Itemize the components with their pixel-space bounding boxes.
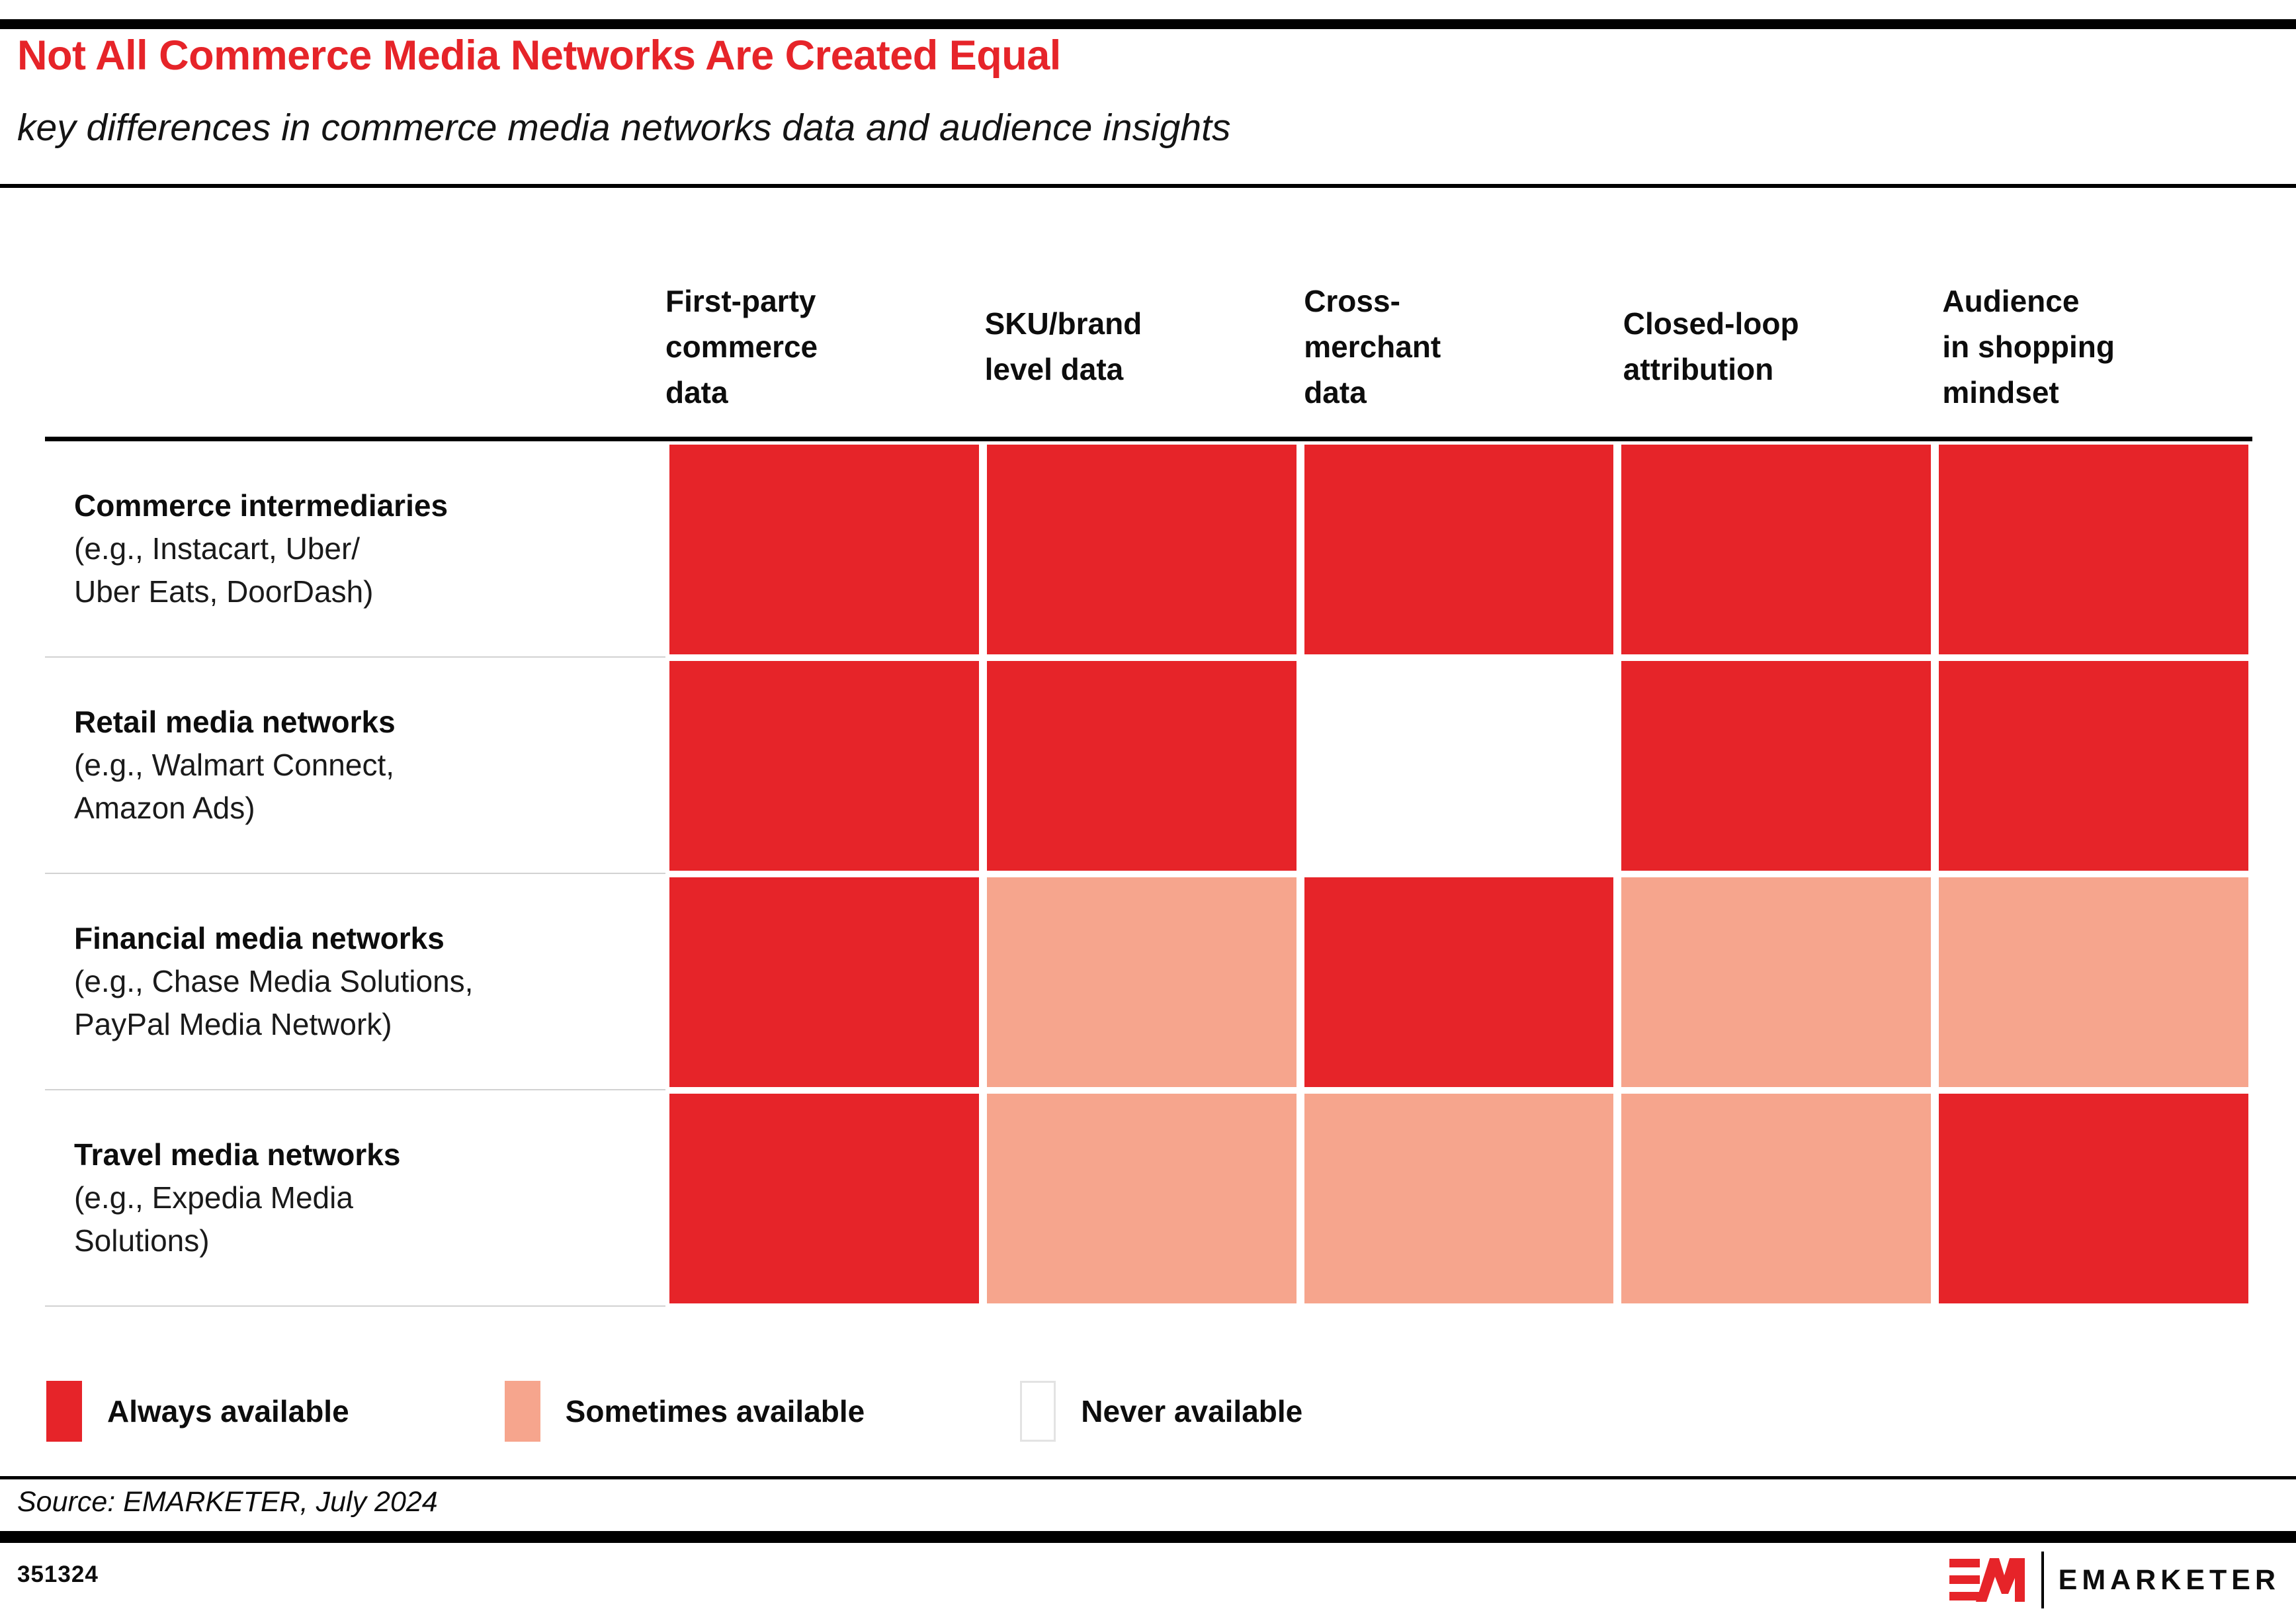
row-examples: (e.g., Chase Media Solutions, PayPal Med…	[74, 963, 474, 1042]
row-examples: (e.g., Instacart, Uber/ Uber Eats, DoorD…	[74, 531, 374, 609]
top-rule	[0, 19, 2296, 29]
row-label: Commerce intermediaries (e.g., Instacart,…	[45, 441, 665, 658]
column-header-3: Cross- merchant data	[1304, 283, 1441, 410]
legend-item-never: Never available	[1020, 1381, 1302, 1442]
availability-swatch-sometimes	[1304, 1094, 1614, 1303]
availability-swatch-always	[986, 661, 1297, 871]
availability-cell-r3-c5	[1935, 874, 2252, 1090]
availability-swatch-always	[1939, 445, 2248, 654]
emarketer-mark-icon	[1949, 1558, 2025, 1602]
availability-swatch-always	[1304, 445, 1614, 654]
column-header-4: Closed-loop attribution	[1623, 306, 1799, 386]
availability-swatch-always	[1939, 1094, 2248, 1303]
availability-cell-r4-c5	[1935, 1090, 2252, 1307]
availability-swatch-always	[1621, 445, 1932, 654]
availability-swatch-always	[1304, 877, 1614, 1087]
header-divider	[0, 184, 2296, 188]
row-name: Financial media networks	[74, 920, 445, 955]
availability-cell-r1-c5	[1935, 441, 2252, 658]
availability-cell-r1-c4	[1617, 441, 1935, 658]
availability-swatch-always	[986, 445, 1297, 654]
row-examples: (e.g., Walmart Connect, Amazon Ads)	[74, 747, 395, 826]
availability-table: Commerce intermediaries (e.g., Instacart,…	[45, 437, 2252, 1307]
column-header-2: SKU/brand level data	[984, 306, 1142, 386]
legend-item-sometimes: Sometimes available	[504, 1381, 865, 1442]
table-row-1: Commerce intermediaries (e.g., Instacart,…	[45, 441, 2252, 658]
source-divider	[0, 1476, 2296, 1479]
table-row-3: Financial media networks (e.g., Chase Med…	[45, 874, 2252, 1090]
availability-cell-r1-c2	[983, 441, 1300, 658]
brand-wordmark: EMARKETER	[2058, 1563, 2280, 1596]
brand-logo: EMARKETER	[1949, 1550, 2280, 1610]
row-name: Commerce intermediaries	[74, 488, 448, 523]
availability-cell-r4-c3	[1300, 1090, 1618, 1307]
row-label: Retail media networks (e.g., Walmart Conn…	[45, 658, 665, 874]
availability-cell-r4-c2	[983, 1090, 1300, 1307]
availability-swatch-always	[1939, 661, 2248, 871]
row-label: Travel media networks (e.g., Expedia Medi…	[45, 1090, 665, 1307]
table-row-4: Travel media networks (e.g., Expedia Medi…	[45, 1090, 2252, 1307]
table-row-2: Retail media networks (e.g., Walmart Conn…	[45, 658, 2252, 874]
availability-swatch-sometimes	[1621, 877, 1932, 1087]
availability-swatch-never	[1304, 661, 1614, 871]
legend-chip-sometimes	[504, 1381, 540, 1442]
availability-cell-r3-c2	[983, 874, 1300, 1090]
legend-label: Always available	[107, 1394, 349, 1428]
availability-cell-r2-c4	[1617, 658, 1935, 874]
column-headers: First-party commerce data SKU/brand level…	[665, 257, 2252, 437]
availability-cell-r1-c1	[665, 441, 983, 658]
availability-cell-r1-c3	[1300, 441, 1618, 658]
legend-chip-never	[1020, 1381, 1056, 1442]
availability-swatch-always	[669, 877, 979, 1087]
page-title: Not All Commerce Media Networks Are Crea…	[17, 32, 1061, 79]
availability-cell-r3-c1	[665, 874, 983, 1090]
legend-label: Never available	[1081, 1394, 1303, 1428]
source-note: Source: EMARKETER, July 2024	[17, 1486, 438, 1518]
row-examples: (e.g., Expedia Media Solutions)	[74, 1180, 353, 1258]
bottom-bar	[0, 1531, 2296, 1543]
availability-cell-r2-c5	[1935, 658, 2252, 874]
availability-swatch-always	[669, 445, 979, 654]
availability-swatch-always	[669, 1094, 979, 1303]
availability-swatch-sometimes	[986, 1094, 1297, 1303]
availability-swatch-sometimes	[986, 877, 1297, 1087]
row-name: Travel media networks	[74, 1137, 401, 1172]
legend: Always available Sometimes available Never…	[46, 1380, 1458, 1442]
availability-cell-r3-c3	[1300, 874, 1618, 1090]
page-subtitle: key differences in commerce media networ…	[17, 107, 1231, 149]
availability-swatch-sometimes	[1621, 1094, 1932, 1303]
availability-cell-r3-c4	[1617, 874, 1935, 1090]
column-header-1: First-party commerce data	[665, 283, 818, 410]
row-name: Retail media networks	[74, 704, 396, 739]
availability-swatch-always	[1621, 661, 1932, 871]
legend-item-always: Always available	[46, 1381, 349, 1442]
availability-cell-r4-c4	[1617, 1090, 1935, 1307]
row-label: Financial media networks (e.g., Chase Med…	[45, 874, 665, 1090]
availability-cell-r2-c3	[1300, 658, 1618, 874]
availability-cell-r4-c1	[665, 1090, 983, 1307]
column-header-5: Audience in shopping mindset	[1942, 283, 2115, 410]
availability-cell-r2-c2	[983, 658, 1300, 874]
chart-id: 351324	[17, 1561, 99, 1587]
legend-label: Sometimes available	[565, 1394, 865, 1428]
availability-cell-r2-c1	[665, 658, 983, 874]
legend-chip-always	[46, 1381, 82, 1442]
availability-swatch-sometimes	[1939, 877, 2248, 1087]
availability-swatch-always	[669, 661, 979, 871]
logo-divider	[2041, 1552, 2044, 1608]
